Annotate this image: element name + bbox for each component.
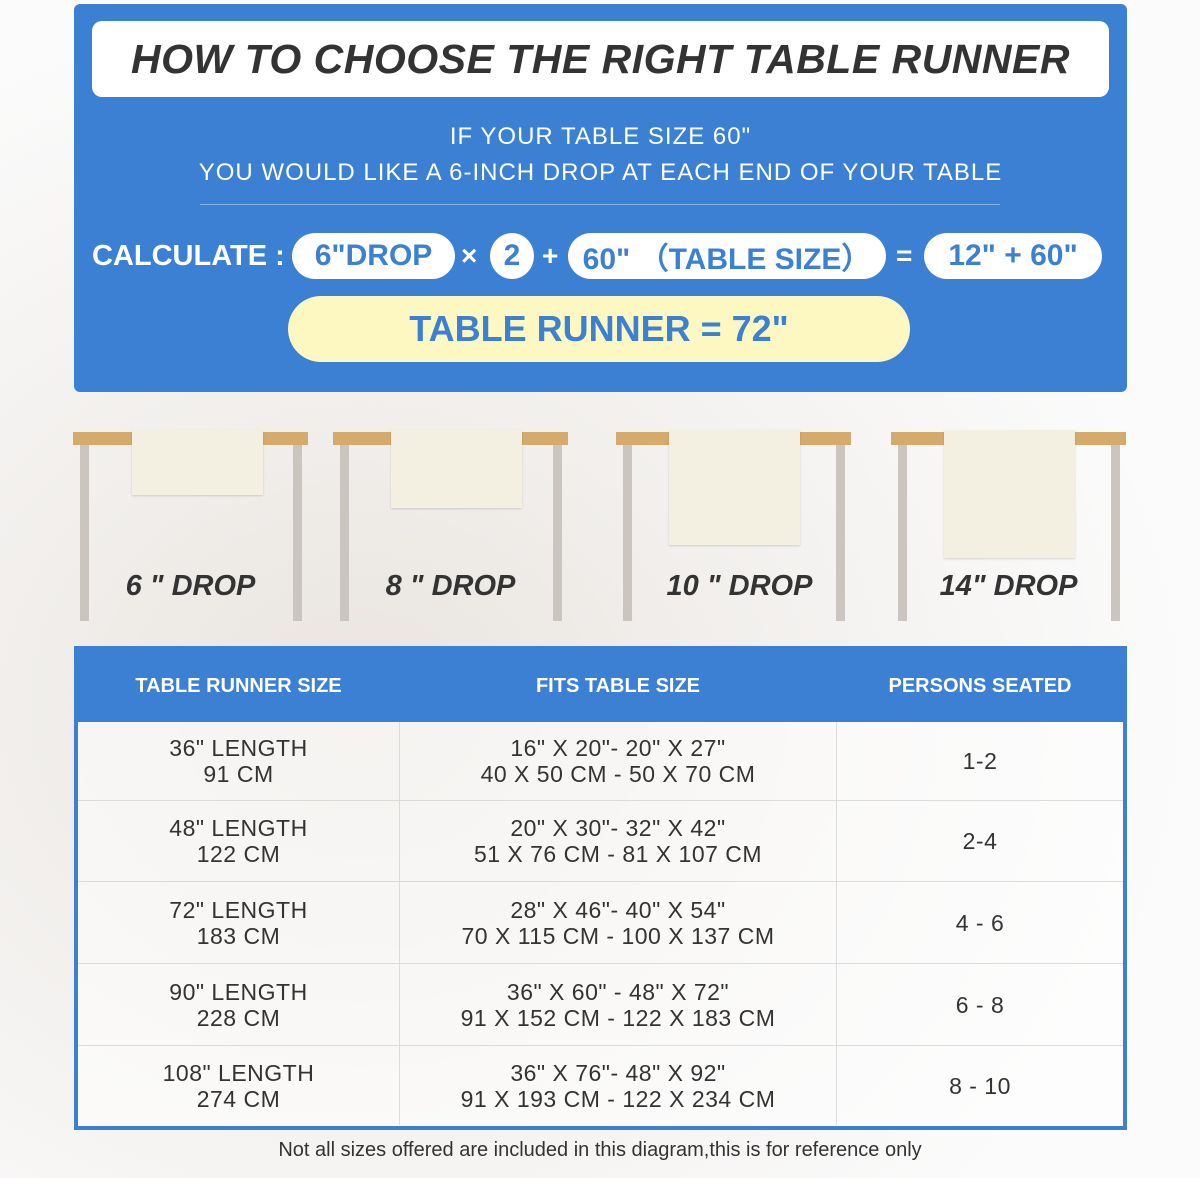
runner-size-cell: 108" LENGTH 274 CM (78, 1046, 399, 1125)
fits-table-size-cell: 36" X 60" - 48" X 72" 91 X 152 CM - 122 X… (399, 964, 837, 1045)
sum-pill: 12" + 60" (924, 233, 1102, 279)
drop-pill: 6"DROP (292, 233, 455, 279)
fits-table-size-cell: 36" X 76"- 48" X 92" 91 X 193 CM - 122 X … (399, 1046, 837, 1125)
table-leg (1111, 445, 1120, 621)
table-header: TABLE RUNNER SIZE FITS TABLE SIZE PERSON… (78, 650, 1123, 722)
fits-table-size-cell-text: 16" X 20"- 20" X 27" (510, 735, 726, 761)
persons-seated-cell-text: 4 - 6 (955, 909, 1005, 936)
persons-seated-cell-text: 2-4 (962, 828, 998, 854)
header-persons-seated: PERSONS SEATED (888, 674, 1072, 697)
runner-size-cell-text: 72" LENGTH (169, 896, 308, 923)
runner-8-drop (391, 430, 522, 508)
result-pill: TABLE RUNNER = 72" (288, 296, 910, 362)
runner-6-drop (132, 430, 263, 495)
intro-line-2: YOU WOULD LIKE A 6-INCH DROP AT EACH END… (198, 159, 1003, 186)
header-fits-table-size: FITS TABLE SIZE (535, 674, 701, 697)
times-sign: × (461, 240, 478, 271)
table-leg (80, 445, 89, 621)
fits-table-size-cell-text: 36" X 76"- 48" X 92" (510, 1059, 726, 1086)
drop-label: 6 " DROP (125, 570, 256, 602)
fits-table-size-cell-text: 36" X 60" - 48" X 72" (506, 978, 730, 1005)
fits-table-size-cell: 16" X 20"- 20" X 27" 40 X 50 CM - 50 X 70… (399, 722, 837, 800)
size-table: TABLE RUNNER SIZE FITS TABLE SIZE PERSON… (74, 646, 1127, 1130)
runner-size-cell-text: 90" LENGTH (169, 978, 308, 1005)
table-row: 90" LENGTH 228 CM 36" X 60" - 48" X 72" 91 … (78, 963, 1123, 1045)
runner-size-cell: 48" LENGTH 122 CM (78, 801, 399, 881)
header-runner-size: TABLE RUNNER SIZE (135, 674, 342, 697)
fits-table-size-cell-text: 70 X 115 CM - 100 X 137 CM (461, 922, 775, 949)
persons-seated-cell: 8 - 10 (837, 1046, 1123, 1125)
persons-seated-cell: 6 - 8 (837, 964, 1123, 1045)
table-row: 48" LENGTH 122 CM 20" X 30"- 32" X 42" 51 X… (78, 800, 1123, 881)
persons-seated-cell: 4 - 6 (837, 882, 1123, 963)
fits-table-size-cell: 28" X 46"- 40" X 54" 70 X 115 CM - 100 X … (399, 882, 837, 963)
fits-table-size-cell-text: 28" X 46"- 40" X 54" (510, 896, 726, 923)
persons-seated-cell: 2-4 (837, 801, 1123, 881)
table-row: 36" LENGTH 91 CM 16" X 20"- 20" X 27" 40 X … (78, 722, 1123, 800)
runner-size-cell-text: 122 CM (196, 841, 281, 867)
persons-seated-cell-text: 1-2 (962, 748, 998, 774)
persons-seated-cell: 1-2 (837, 722, 1123, 800)
fits-table-size-cell-text: 20" X 30"- 32" X 42" (510, 815, 726, 841)
table-leg (293, 445, 302, 621)
intro-line-1: IF YOUR TABLE SIZE 60" (449, 123, 752, 150)
calculate-label: CALCULATE : (92, 239, 285, 272)
multiplier-circle: 2 (490, 233, 534, 279)
runner-size-cell-text: 274 CM (196, 1085, 281, 1112)
runner-size-cell: 72" LENGTH 183 CM (78, 882, 399, 963)
runner-size-cell: 36" LENGTH 91 CM (78, 722, 399, 800)
divider (200, 204, 1000, 205)
runner-size-cell-text: 228 CM (196, 1004, 281, 1031)
table-leg (623, 445, 632, 621)
table-row: 72" LENGTH 183 CM 28" X 46"- 40" X 54" 70 X… (78, 881, 1123, 963)
persons-seated-cell-text: 8 - 10 (949, 1072, 1011, 1099)
drop-label: 14" DROP (939, 570, 1078, 602)
table-row: 108" LENGTH 274 CM 36" X 76"- 48" X 92" 91 … (78, 1045, 1123, 1125)
runner-10-drop (669, 430, 800, 545)
table-leg (898, 445, 907, 621)
runner-size-cell: 90" LENGTH 228 CM (78, 964, 399, 1045)
table-size-pill: 60" （TABLE SIZE） (568, 233, 886, 279)
runner-size-cell-text: 108" LENGTH (162, 1059, 315, 1086)
fits-table-size-cell: 20" X 30"- 32" X 42" 51 X 76 CM - 81 X 10… (399, 801, 837, 881)
runner-size-cell-text: 36" LENGTH (169, 735, 308, 761)
fits-table-size-cell-text: 40 X 50 CM - 50 X 70 CM (480, 761, 756, 787)
runner-size-cell-text: 48" LENGTH (169, 815, 308, 841)
footnote: Not all sizes offered are included in th… (278, 1139, 922, 1161)
table-leg (553, 445, 562, 621)
runner-size-cell-text: 91 CM (203, 761, 274, 787)
runner-14-drop (944, 430, 1075, 558)
drop-label: 8 " DROP (385, 570, 516, 602)
table-leg (340, 445, 349, 621)
page-title: HOW TO CHOOSE THE RIGHT TABLE RUNNER (92, 21, 1109, 97)
fits-table-size-cell-text: 91 X 152 CM - 122 X 183 CM (460, 1004, 776, 1031)
table-leg (836, 445, 845, 621)
plus-sign: + (542, 240, 559, 271)
fits-table-size-cell-text: 91 X 193 CM - 122 X 234 CM (460, 1085, 776, 1112)
fits-table-size-cell-text: 51 X 76 CM - 81 X 107 CM (473, 841, 763, 867)
equals-sign: = (896, 240, 913, 271)
drop-label: 10 " DROP (666, 570, 813, 602)
persons-seated-cell-text: 6 - 8 (955, 991, 1005, 1018)
runner-size-cell-text: 183 CM (196, 922, 281, 949)
